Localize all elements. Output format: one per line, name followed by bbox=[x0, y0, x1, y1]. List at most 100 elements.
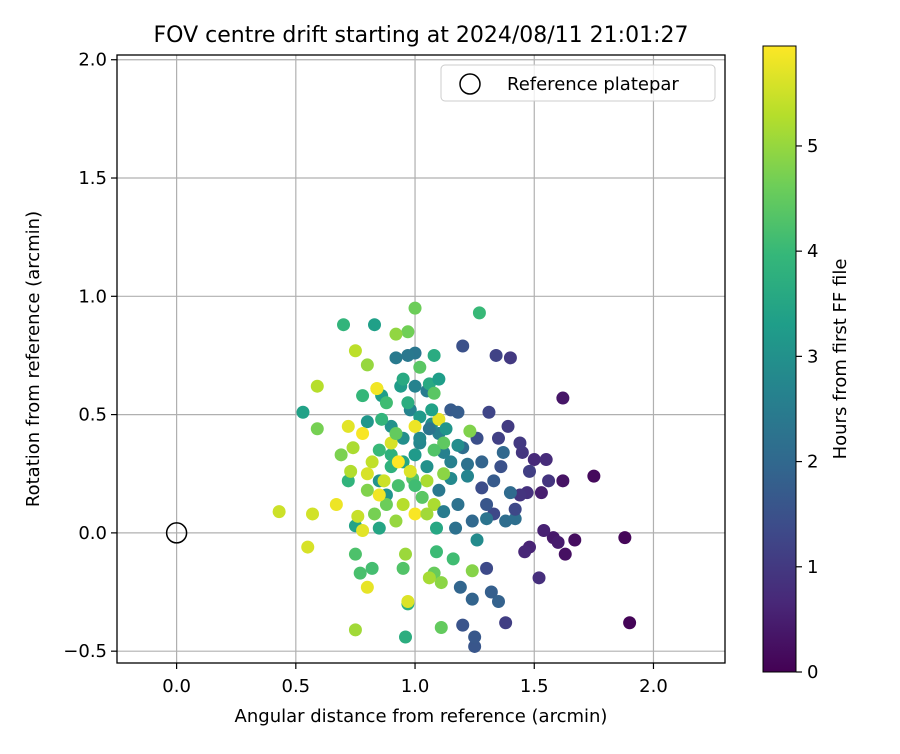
data-point bbox=[532, 571, 546, 585]
data-point bbox=[439, 422, 453, 436]
data-point bbox=[329, 497, 343, 511]
data-point bbox=[420, 507, 434, 521]
colorbar-tick-label: 1 bbox=[807, 557, 818, 578]
data-point bbox=[368, 507, 382, 521]
data-point bbox=[356, 524, 370, 538]
plot-frame bbox=[116, 54, 726, 664]
data-point bbox=[425, 403, 439, 417]
data-point bbox=[542, 474, 556, 488]
data-point bbox=[379, 396, 393, 410]
data-point bbox=[432, 412, 446, 426]
colorbar-tick-label: 5 bbox=[807, 136, 818, 157]
x-tick-label: 2.0 bbox=[639, 676, 668, 697]
data-point bbox=[368, 318, 382, 332]
data-point bbox=[408, 448, 422, 462]
data-point bbox=[487, 474, 501, 488]
data-point bbox=[482, 405, 496, 419]
colorbar-tick-label: 2 bbox=[807, 452, 818, 473]
x-axis-ticks: 0.0 0.5 1.0 1.5 2.0 bbox=[162, 663, 668, 697]
data-point bbox=[356, 389, 370, 403]
data-point bbox=[348, 344, 362, 358]
data-point bbox=[472, 306, 486, 320]
scatter-points bbox=[165, 301, 637, 653]
data-point bbox=[499, 616, 513, 630]
data-point bbox=[556, 474, 570, 488]
data-point bbox=[427, 386, 441, 400]
x-tick-label: 1.5 bbox=[520, 676, 549, 697]
data-point bbox=[401, 348, 415, 362]
data-point bbox=[539, 453, 553, 467]
data-point bbox=[429, 545, 443, 559]
data-point bbox=[432, 372, 446, 386]
data-point bbox=[408, 419, 422, 433]
colorbar-tick-label: 4 bbox=[807, 241, 818, 262]
data-point bbox=[408, 507, 422, 521]
data-point bbox=[360, 358, 374, 372]
data-point bbox=[399, 630, 413, 644]
data-point bbox=[391, 455, 405, 469]
data-point bbox=[496, 445, 510, 459]
y-axis-ticks: −0.5 0.0 0.5 1.0 1.5 2.0 bbox=[63, 50, 117, 662]
data-point bbox=[501, 419, 515, 433]
data-point bbox=[587, 469, 601, 483]
data-point bbox=[401, 396, 415, 410]
data-point bbox=[468, 639, 482, 653]
data-point bbox=[437, 436, 451, 450]
data-point bbox=[451, 438, 465, 452]
data-point bbox=[437, 505, 451, 519]
data-point bbox=[422, 571, 436, 585]
data-point bbox=[503, 486, 517, 500]
data-point bbox=[489, 348, 503, 362]
y-tick-label: 2.0 bbox=[78, 50, 107, 71]
data-point bbox=[470, 533, 484, 547]
data-point bbox=[465, 564, 479, 578]
data-point bbox=[301, 540, 315, 554]
y-tick-label: 1.5 bbox=[78, 168, 107, 189]
data-point bbox=[408, 379, 422, 393]
data-point bbox=[460, 457, 474, 471]
data-point bbox=[568, 533, 582, 547]
data-point bbox=[468, 630, 482, 644]
data-point bbox=[296, 405, 310, 419]
data-point bbox=[453, 580, 467, 594]
data-point bbox=[389, 351, 403, 365]
colorbar-tick-label: 0 bbox=[807, 662, 818, 683]
x-axis-label: Angular distance from reference (arcmin) bbox=[235, 706, 608, 727]
data-point bbox=[306, 507, 320, 521]
chart-title: FOV centre drift starting at 2024/08/11 … bbox=[154, 23, 689, 48]
data-point bbox=[341, 419, 355, 433]
data-point bbox=[348, 623, 362, 637]
data-point bbox=[401, 325, 415, 339]
legend-label: Reference platepar bbox=[507, 74, 679, 95]
y-tick-label: 0.5 bbox=[78, 405, 107, 426]
data-point bbox=[558, 547, 572, 561]
colorbar-label: Hours from first FF file bbox=[830, 259, 851, 460]
data-point bbox=[356, 427, 370, 441]
data-point bbox=[310, 379, 324, 393]
data-point bbox=[551, 535, 565, 549]
data-point bbox=[399, 547, 413, 561]
data-point bbox=[556, 391, 570, 405]
colorbar bbox=[762, 45, 797, 673]
data-point bbox=[403, 464, 417, 478]
data-point bbox=[465, 514, 479, 528]
data-point bbox=[434, 576, 448, 590]
data-point bbox=[446, 552, 460, 566]
data-point bbox=[534, 486, 548, 500]
data-point bbox=[353, 566, 367, 580]
data-point bbox=[460, 469, 474, 483]
data-point bbox=[475, 481, 489, 495]
y-tick-label: −0.5 bbox=[63, 641, 107, 662]
data-point bbox=[389, 427, 403, 441]
data-point bbox=[480, 512, 494, 526]
y-axis-label: Rotation from reference (arcmin) bbox=[23, 211, 44, 507]
x-tick-label: 1.0 bbox=[401, 676, 430, 697]
data-point bbox=[503, 351, 517, 365]
data-point bbox=[475, 455, 489, 469]
data-point bbox=[370, 382, 384, 396]
data-point bbox=[346, 441, 360, 455]
data-point bbox=[396, 561, 410, 575]
